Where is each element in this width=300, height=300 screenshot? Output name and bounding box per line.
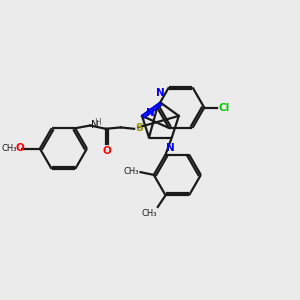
Text: H: H — [94, 118, 101, 127]
Text: S: S — [135, 123, 143, 133]
Text: N: N — [146, 108, 155, 118]
Text: O: O — [102, 146, 111, 156]
Text: N: N — [166, 142, 175, 152]
Text: CH₃: CH₃ — [124, 167, 140, 176]
Text: Cl: Cl — [219, 103, 230, 112]
Text: CH₃: CH₃ — [142, 208, 157, 217]
Text: CH₃: CH₃ — [2, 144, 17, 153]
Text: N: N — [156, 88, 165, 98]
Text: O: O — [15, 143, 24, 153]
Text: N: N — [91, 120, 99, 130]
